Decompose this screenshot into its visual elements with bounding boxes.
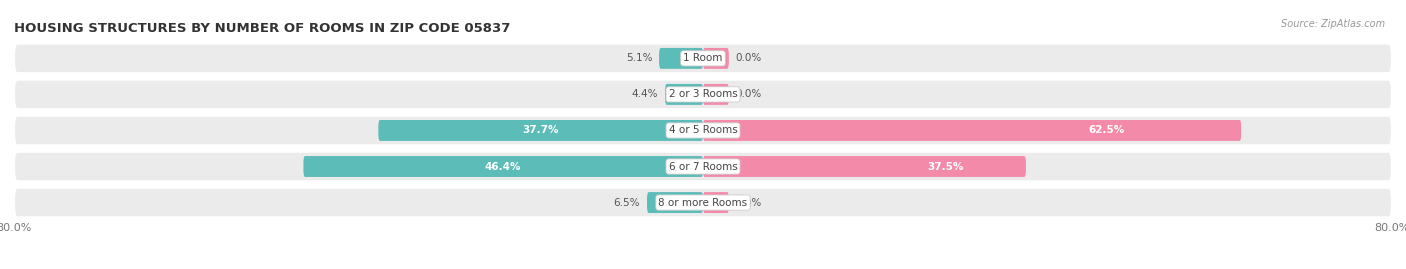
Text: 4.4%: 4.4% bbox=[631, 89, 658, 100]
Text: 0.0%: 0.0% bbox=[735, 53, 762, 63]
FancyBboxPatch shape bbox=[703, 84, 728, 105]
Text: 4 or 5 Rooms: 4 or 5 Rooms bbox=[669, 125, 737, 136]
Text: 1 Room: 1 Room bbox=[683, 53, 723, 63]
FancyBboxPatch shape bbox=[665, 84, 703, 105]
Text: Source: ZipAtlas.com: Source: ZipAtlas.com bbox=[1281, 19, 1385, 29]
FancyBboxPatch shape bbox=[703, 156, 1026, 177]
FancyBboxPatch shape bbox=[703, 120, 1241, 141]
FancyBboxPatch shape bbox=[378, 120, 703, 141]
Text: 0.0%: 0.0% bbox=[735, 89, 762, 100]
FancyBboxPatch shape bbox=[14, 80, 1392, 109]
FancyBboxPatch shape bbox=[659, 48, 703, 69]
FancyBboxPatch shape bbox=[14, 152, 1392, 181]
Text: 37.7%: 37.7% bbox=[523, 125, 560, 136]
FancyBboxPatch shape bbox=[14, 116, 1392, 145]
Text: 2 or 3 Rooms: 2 or 3 Rooms bbox=[669, 89, 737, 100]
Text: 46.4%: 46.4% bbox=[485, 161, 522, 172]
FancyBboxPatch shape bbox=[304, 156, 703, 177]
FancyBboxPatch shape bbox=[703, 48, 728, 69]
Text: HOUSING STRUCTURES BY NUMBER OF ROOMS IN ZIP CODE 05837: HOUSING STRUCTURES BY NUMBER OF ROOMS IN… bbox=[14, 22, 510, 35]
Text: 6 or 7 Rooms: 6 or 7 Rooms bbox=[669, 161, 737, 172]
FancyBboxPatch shape bbox=[647, 192, 703, 213]
Text: 6.5%: 6.5% bbox=[613, 197, 640, 208]
FancyBboxPatch shape bbox=[14, 188, 1392, 217]
Text: 37.5%: 37.5% bbox=[927, 161, 963, 172]
FancyBboxPatch shape bbox=[703, 192, 728, 213]
Text: 0.0%: 0.0% bbox=[735, 197, 762, 208]
FancyBboxPatch shape bbox=[14, 44, 1392, 73]
Text: 8 or more Rooms: 8 or more Rooms bbox=[658, 197, 748, 208]
Text: 5.1%: 5.1% bbox=[626, 53, 652, 63]
Text: 62.5%: 62.5% bbox=[1088, 125, 1125, 136]
